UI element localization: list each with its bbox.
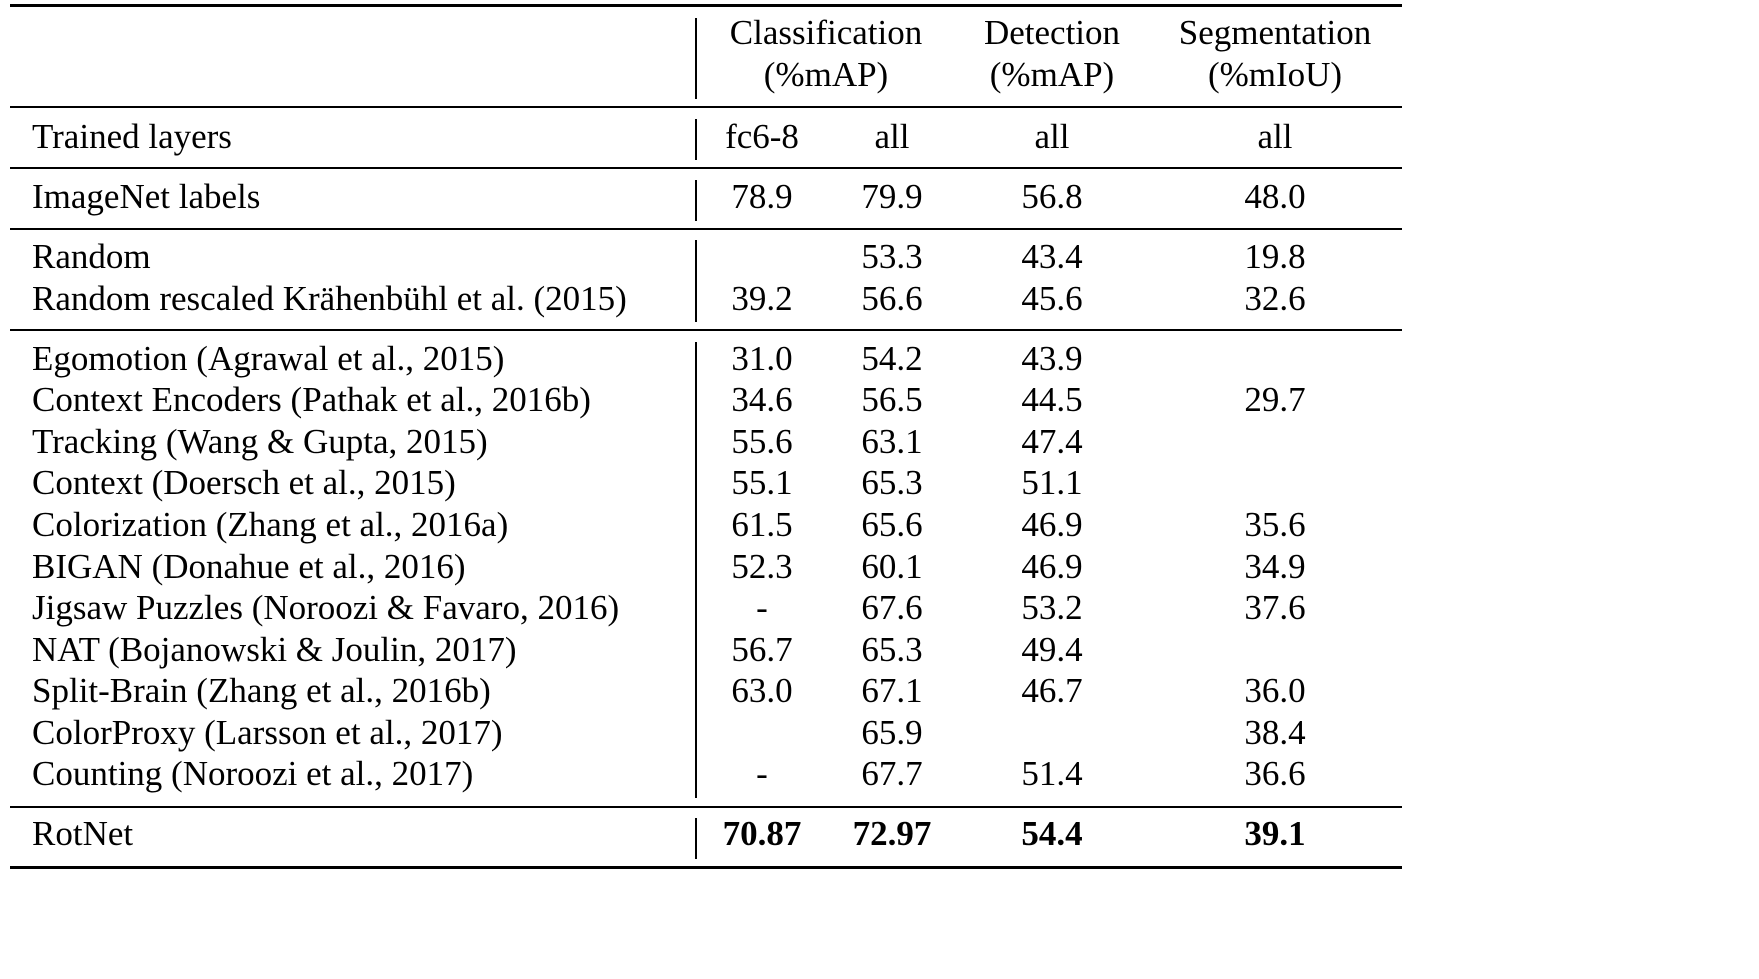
trained-layers-classification-all: all — [874, 117, 910, 156]
method-name: Tracking (Wang & Gupta, 2015) — [32, 422, 488, 461]
col-separator — [695, 119, 697, 160]
value-segmentation: 19.8 — [1244, 237, 1306, 276]
value-detection: 54.4 — [1021, 814, 1083, 853]
value-classification-fc: 56.7 — [731, 630, 793, 669]
value-detection: 43.4 — [1021, 237, 1083, 276]
value-classification-all: 65.3 — [861, 630, 923, 669]
value-detection: 56.8 — [1021, 177, 1083, 216]
value-detection: 46.9 — [1021, 547, 1083, 586]
value-segmentation: 38.4 — [1244, 713, 1306, 752]
value-segmentation: 34.9 — [1244, 547, 1306, 586]
value-detection: 51.1 — [1021, 463, 1083, 502]
value-detection: 46.9 — [1021, 505, 1083, 544]
rule-below-trained-layers — [10, 167, 1402, 169]
method-name: Jigsaw Puzzles (Noroozi & Favaro, 2016) — [32, 588, 620, 627]
value-classification-all: 63.1 — [861, 422, 923, 461]
value-detection: 53.2 — [1021, 588, 1083, 627]
value-classification-all: 56.5 — [861, 380, 923, 419]
value-classification-all: 60.1 — [861, 547, 923, 586]
value-classification-all: 67.6 — [861, 588, 923, 627]
value-detection: 49.4 — [1021, 630, 1083, 669]
value-classification-fc: 70.87 — [722, 814, 802, 853]
value-classification-fc: 55.6 — [731, 422, 793, 461]
value-classification-fc: 63.0 — [731, 671, 793, 710]
value-segmentation: 36.0 — [1244, 671, 1306, 710]
value-segmentation: 29.7 — [1244, 380, 1306, 419]
value-detection: 51.4 — [1021, 754, 1083, 793]
method-name: NAT (Bojanowski & Joulin, 2017) — [32, 630, 517, 669]
method-name: ImageNet labels — [32, 177, 261, 216]
value-segmentation: 32.6 — [1244, 279, 1306, 318]
value-classification-fc: - — [756, 588, 768, 627]
col-separator — [695, 342, 697, 798]
value-classification-all: 65.3 — [861, 463, 923, 502]
value-classification-all: 67.1 — [861, 671, 923, 710]
header-classification: Classification (%mAP) — [730, 12, 922, 96]
method-name: Split-Brain (Zhang et al., 2016b) — [32, 671, 491, 710]
value-classification-all: 56.6 — [861, 279, 923, 318]
value-detection: 47.4 — [1021, 422, 1083, 461]
method-name: Context Encoders (Pathak et al., 2016b) — [32, 380, 591, 419]
trained-layers-label: Trained layers — [32, 117, 232, 156]
rule-top — [10, 4, 1402, 7]
value-segmentation: 48.0 — [1244, 177, 1306, 216]
method-name: BIGAN (Donahue et al., 2016) — [32, 547, 466, 586]
method-name: Random rescaled Krähenbühl et al. (2015) — [32, 279, 627, 318]
rule-below-imagenet — [10, 228, 1402, 230]
method-name: Context (Doersch et al., 2015) — [32, 463, 456, 502]
rule-below-random — [10, 329, 1402, 331]
value-classification-fc: 55.1 — [731, 463, 793, 502]
header-classification-unit: (%mAP) — [763, 55, 889, 94]
method-name: ColorProxy (Larsson et al., 2017) — [32, 713, 503, 752]
value-segmentation: 36.6 — [1244, 754, 1306, 793]
method-name: Random — [32, 237, 151, 276]
header-detection-title: Detection — [983, 13, 1121, 52]
rule-bottom — [10, 866, 1402, 869]
value-classification-fc: 34.6 — [731, 380, 793, 419]
value-classification-all: 79.9 — [861, 177, 923, 216]
col-separator — [695, 180, 697, 221]
value-classification-all: 65.9 — [861, 713, 923, 752]
header-segmentation-title: Segmentation — [1178, 13, 1372, 52]
value-segmentation: 39.1 — [1244, 814, 1306, 853]
method-name: Egomotion (Agrawal et al., 2015) — [32, 339, 505, 378]
trained-layers-segmentation: all — [1257, 117, 1293, 156]
header-detection: Detection (%mAP) — [984, 12, 1120, 96]
value-classification-fc: 78.9 — [731, 177, 793, 216]
value-classification-fc: - — [756, 754, 768, 793]
trained-layers-classification-fc: fc6-8 — [725, 117, 799, 156]
header-segmentation: Segmentation (%mIoU) — [1179, 12, 1371, 96]
value-detection: 43.9 — [1021, 339, 1083, 378]
value-classification-fc: 39.2 — [731, 279, 793, 318]
rule-above-rotnet — [10, 806, 1402, 808]
value-segmentation: 37.6 — [1244, 588, 1306, 627]
header-classification-title: Classification — [729, 13, 923, 52]
value-classification-all: 67.7 — [861, 754, 923, 793]
value-detection: 46.7 — [1021, 671, 1083, 710]
header-detection-unit: (%mAP) — [989, 55, 1115, 94]
value-detection: 45.6 — [1021, 279, 1083, 318]
value-classification-all: 72.97 — [852, 814, 932, 853]
col-separator — [695, 240, 697, 322]
value-classification-all: 54.2 — [861, 339, 923, 378]
value-segmentation: 35.6 — [1244, 505, 1306, 544]
header-segmentation-unit: (%mIoU) — [1207, 55, 1343, 94]
value-classification-fc: 52.3 — [731, 547, 793, 586]
col-separator — [695, 18, 697, 99]
method-name: RotNet — [32, 814, 134, 853]
rule-below-header — [10, 106, 1402, 108]
col-separator — [695, 818, 697, 859]
value-classification-all: 53.3 — [861, 237, 923, 276]
value-detection: 44.5 — [1021, 380, 1083, 419]
value-classification-all: 65.6 — [861, 505, 923, 544]
method-name: Colorization (Zhang et al., 2016a) — [32, 505, 509, 544]
value-classification-fc: 61.5 — [731, 505, 793, 544]
trained-layers-detection: all — [1034, 117, 1070, 156]
value-classification-fc: 31.0 — [731, 339, 793, 378]
method-name: Counting (Noroozi et al., 2017) — [32, 754, 474, 793]
